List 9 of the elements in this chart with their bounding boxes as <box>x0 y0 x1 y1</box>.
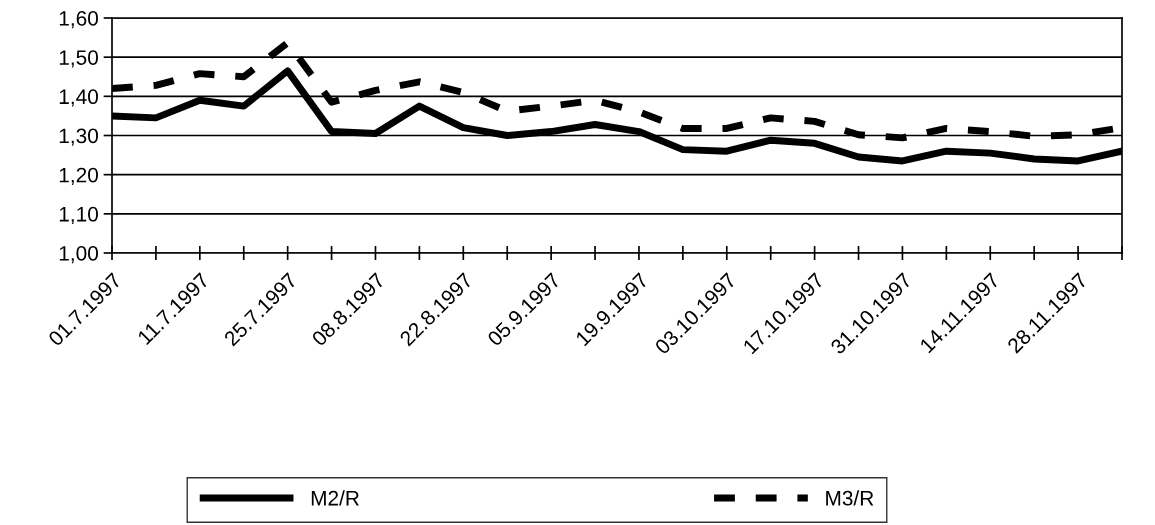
y-tick-label: 1,40 <box>59 89 98 107</box>
y-tick-label: 1,50 <box>59 50 98 68</box>
y-tick-label: 1,20 <box>59 167 98 185</box>
y-tick-label: 1,10 <box>59 206 98 225</box>
y-tick-label: 1,60 <box>59 11 98 29</box>
legend-label: M3/R <box>826 490 874 506</box>
y-tick-label: 1,30 <box>59 128 98 146</box>
legend-label: M2/R <box>311 490 359 506</box>
y-tick-label: 1,00 <box>59 246 98 264</box>
